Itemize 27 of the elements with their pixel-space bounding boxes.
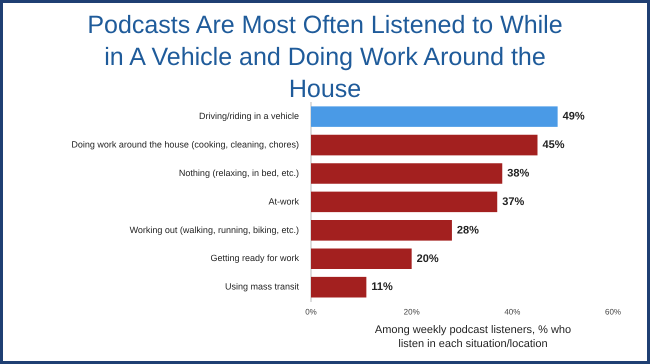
y-tick-label: Doing work around the house (cooking, cleaning, chores) bbox=[71, 140, 299, 150]
y-tick-label: At-work bbox=[268, 196, 300, 206]
data-label: 37% bbox=[502, 196, 524, 208]
bar bbox=[311, 163, 502, 184]
bar bbox=[311, 134, 538, 156]
y-tick-label: Using mass transit bbox=[224, 282, 300, 292]
data-label: 45% bbox=[542, 139, 565, 152]
y-tick-label: Nothing (relaxing, in bed, etc.) bbox=[178, 168, 299, 178]
data-label: 28% bbox=[456, 224, 480, 236]
data-label: 49% bbox=[562, 110, 585, 123]
x-tick-label: 40% bbox=[504, 307, 520, 316]
x-tick-label: 60% bbox=[604, 307, 622, 316]
bar bbox=[311, 192, 498, 212]
chart-title: Podcasts Are Most Often Listened to While in A Vehicle and Doing Work Around the House bbox=[86, 10, 564, 105]
bar bbox=[311, 276, 366, 298]
y-tick-label: Working out (walking, running, biking, etc.) bbox=[130, 224, 299, 235]
data-label: 38% bbox=[507, 168, 530, 180]
x-tick-label: 0% bbox=[305, 307, 317, 316]
bar bbox=[311, 106, 558, 127]
x-tick-label: 20% bbox=[404, 307, 420, 316]
y-tick-label: Getting ready for work bbox=[210, 253, 300, 264]
bar bbox=[311, 220, 452, 241]
data-label: 11% bbox=[371, 281, 393, 294]
bar bbox=[311, 248, 412, 270]
data-label: 20% bbox=[416, 252, 439, 265]
y-tick-label: Driving/riding in a vehicle bbox=[198, 111, 299, 122]
x-axis-title: Among weekly podcast listeners, % who listen in each situation/location bbox=[374, 323, 572, 351]
